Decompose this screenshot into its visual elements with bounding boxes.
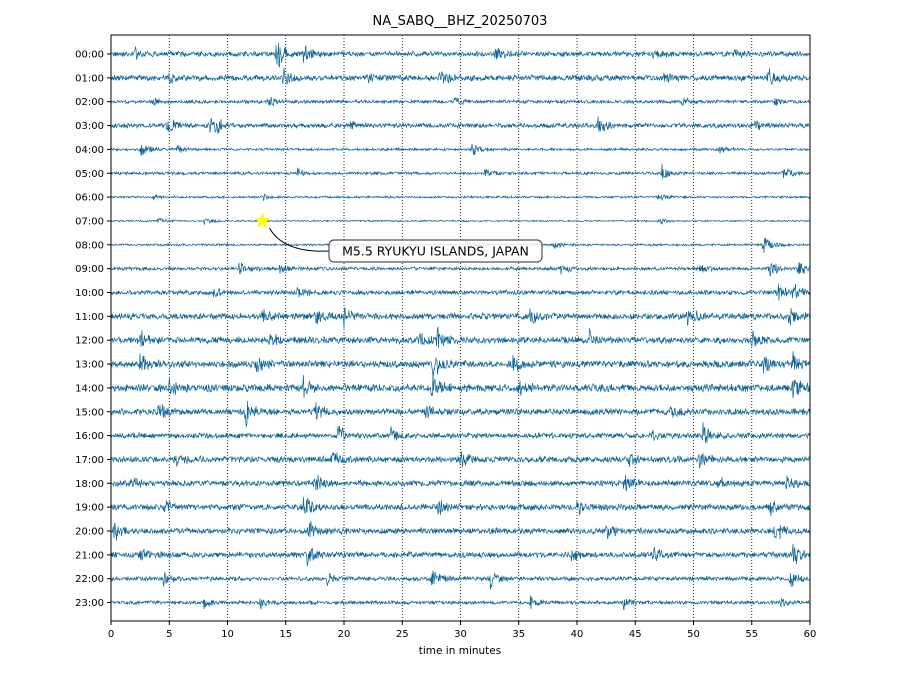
y-tick-label: 21:00 <box>75 550 104 561</box>
x-tick-label: 55 <box>745 629 758 640</box>
seismic-trace <box>110 326 811 348</box>
y-tick-label: 00:00 <box>75 50 104 61</box>
event-star-marker <box>254 212 271 228</box>
x-tick-label: 60 <box>804 629 817 640</box>
annotation-layer: M5.5 RYUKYU ISLANDS, JAPAN <box>254 212 543 263</box>
seismic-trace <box>110 351 811 376</box>
x-tick-label: 20 <box>338 629 351 640</box>
y-tick-label: 19:00 <box>75 503 104 514</box>
y-tick-label: 08:00 <box>75 240 104 251</box>
x-tick-label: 10 <box>221 629 234 640</box>
seismic-trace <box>110 496 811 517</box>
x-tick-label: 50 <box>687 629 700 640</box>
x-tick-label: 45 <box>629 629 642 640</box>
y-tick-label: 02:00 <box>75 97 104 108</box>
event-annotation-label: M5.5 RYUKYU ISLANDS, JAPAN <box>342 244 529 259</box>
y-tick-label: 16:00 <box>75 431 104 442</box>
y-tick-label: 12:00 <box>75 336 104 347</box>
x-tick-label: 0 <box>108 629 114 640</box>
y-tick-label: 20:00 <box>75 527 104 538</box>
y-tick-label: 15:00 <box>75 407 104 418</box>
seismic-trace <box>110 262 811 277</box>
seismic-trace <box>110 570 811 590</box>
seismic-trace <box>110 217 811 226</box>
y-tick-label: 23:00 <box>75 598 104 609</box>
seismic-trace <box>110 307 811 329</box>
annotation-connector <box>269 227 330 252</box>
x-tick-label: 30 <box>454 629 467 640</box>
y-tick-labels: 00:00 01:00 02:00 03:00 04:00 05:00 06:00 07:00… <box>75 50 111 609</box>
seismic-trace <box>110 521 811 541</box>
seismic-trace <box>110 451 811 469</box>
chart-title: NA_SABQ__BHZ_20250703 <box>373 14 548 29</box>
x-tick-label: 35 <box>512 629 525 640</box>
y-tick-label: 13:00 <box>75 360 104 371</box>
seismic-trace <box>110 595 811 611</box>
seismic-trace <box>110 42 811 68</box>
seismic-trace <box>110 474 811 492</box>
seismic-trace <box>110 371 811 399</box>
trace-layer <box>110 42 811 611</box>
seismic-trace <box>110 544 811 566</box>
x-tick-label: 5 <box>166 629 172 640</box>
seismic-trace <box>110 143 811 156</box>
x-tick-labels: 0 5 10 15 20 25 30 35 40 45 50 55 60 <box>108 621 817 640</box>
seismic-trace <box>110 163 811 179</box>
y-tick-label: 11:00 <box>75 312 104 323</box>
seismic-trace <box>110 96 811 107</box>
y-tick-label: 07:00 <box>75 216 104 227</box>
y-tick-label: 03:00 <box>75 121 104 132</box>
y-tick-label: 18:00 <box>75 479 104 490</box>
seismic-trace <box>110 283 811 301</box>
seismic-trace <box>110 401 811 427</box>
seismic-trace <box>110 193 811 202</box>
y-tick-label: 06:00 <box>75 193 104 204</box>
seismic-trace <box>110 67 811 85</box>
x-tick-label: 15 <box>279 629 292 640</box>
y-tick-label: 22:00 <box>75 574 104 585</box>
x-tick-label: 40 <box>571 629 584 640</box>
seismic-trace <box>110 422 811 444</box>
y-tick-label: 17:00 <box>75 455 104 466</box>
y-tick-label: 10:00 <box>75 288 104 299</box>
x-axis-label: time in minutes <box>419 645 501 657</box>
y-tick-label: 01:00 <box>75 73 104 84</box>
y-tick-label: 04:00 <box>75 145 104 156</box>
y-tick-label: 09:00 <box>75 264 104 275</box>
y-tick-label: 05:00 <box>75 169 104 180</box>
y-tick-label: 14:00 <box>75 383 104 394</box>
seismic-trace <box>110 116 811 134</box>
x-tick-label: 25 <box>396 629 409 640</box>
annotation-box <box>328 239 543 263</box>
